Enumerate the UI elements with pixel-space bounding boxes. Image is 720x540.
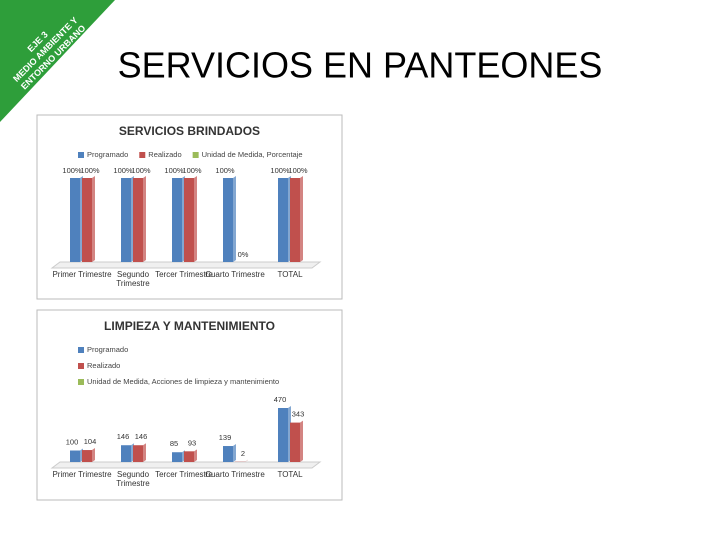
data-label: 0% — [238, 250, 249, 259]
data-label: 100% — [215, 166, 235, 175]
data-label: 100% — [182, 166, 202, 175]
bar — [70, 178, 80, 262]
bar — [133, 178, 143, 262]
x-tick-label: Cuarto Trimestre — [205, 470, 265, 479]
data-label: 343 — [292, 410, 305, 419]
x-tick-label-box: Primer Trimestre — [52, 470, 112, 479]
data-label: 100% — [164, 166, 184, 175]
bar — [290, 422, 300, 462]
banner-triangle — [0, 0, 115, 122]
x-tick-label-box: Segundo Trimestre — [116, 270, 150, 288]
bar — [172, 178, 182, 262]
bar-side — [92, 176, 95, 262]
x-tick-label: Tercer Trimestre — [155, 270, 213, 279]
data-label: 85 — [170, 439, 178, 448]
data-label: 100% — [80, 166, 100, 175]
x-tick-label: TOTAL — [277, 470, 303, 479]
bar — [121, 445, 131, 462]
bar-side — [233, 444, 236, 462]
page-title: SERVICIOS EN PANTEONES — [118, 45, 603, 86]
legend-label: Unidad de Medida, Acciones de limpieza y… — [87, 377, 279, 386]
floor — [50, 261, 322, 269]
x-tick-label: Segundo Trimestre — [116, 270, 150, 288]
bar-side — [143, 443, 146, 462]
bar — [223, 446, 233, 462]
data-label: 100% — [131, 166, 151, 175]
data-label: 2 — [241, 449, 245, 458]
legend-swatch — [78, 152, 84, 158]
legend-label: Realizado — [148, 150, 181, 159]
bar — [172, 452, 182, 462]
x-tick-label: Tercer Trimestre — [155, 470, 213, 479]
bar-side — [300, 420, 303, 462]
legend-swatch — [78, 379, 84, 385]
data-label: 93 — [188, 438, 196, 447]
legend-label: Unidad de Medida, Porcentaje — [202, 150, 303, 159]
bar — [70, 450, 80, 462]
data-label: 100 — [66, 437, 79, 446]
data-label: 100% — [288, 166, 308, 175]
data-label: 470 — [274, 395, 287, 404]
data-label: 104 — [84, 437, 97, 446]
bar-side — [245, 459, 248, 462]
legend-label: Realizado — [87, 361, 120, 370]
x-tick-label-box: Tercer Trimestre — [155, 470, 213, 479]
chart: LIMPIEZA Y MANTENIMIENTO Programado Realiz… — [36, 309, 343, 501]
bar-side — [194, 176, 197, 262]
bar — [82, 178, 92, 262]
legend-swatch — [139, 152, 146, 158]
x-tick-label: Cuarto Trimestre — [205, 270, 265, 279]
legend-label: Programado — [87, 150, 128, 159]
bar — [133, 445, 143, 462]
data-label: 139 — [219, 433, 232, 442]
data-label: 146 — [117, 432, 130, 441]
legend-swatch — [78, 347, 84, 353]
x-tick-label-box: Cuarto Trimestre — [205, 270, 265, 279]
x-tick-label: Primer Trimestre — [52, 470, 112, 479]
chart-title: SERVICIOS BRINDADOS — [119, 124, 260, 138]
bar-side — [143, 176, 146, 262]
x-tick-label: Primer Trimestre — [52, 270, 112, 279]
bar-side — [300, 176, 303, 262]
legend-label: Programado — [87, 345, 128, 354]
x-tick-label-box: Cuarto Trimestre — [205, 470, 265, 479]
bar-side — [194, 449, 197, 462]
bar — [184, 451, 194, 462]
chart-title: LIMPIEZA Y MANTENIMIENTO — [104, 319, 275, 333]
data-label: 100% — [270, 166, 290, 175]
data-label: 100% — [62, 166, 82, 175]
legend-swatch — [78, 363, 84, 369]
chart: SERVICIOS BRINDADOS Programado Realizado Un… — [36, 114, 343, 300]
bar-side — [233, 176, 236, 262]
x-tick-label-box: Tercer Trimestre — [155, 270, 213, 279]
bar — [278, 408, 288, 462]
bar-side — [92, 448, 95, 462]
bar — [82, 450, 92, 462]
x-tick-label-box: Primer Trimestre — [52, 270, 112, 279]
x-tick-label: Segundo Trimestre — [116, 470, 150, 488]
legend-swatch — [192, 152, 199, 158]
floor — [50, 461, 322, 469]
x-tick-label-box: Segundo Trimestre — [116, 470, 150, 488]
bar — [184, 178, 194, 262]
bar — [121, 178, 131, 262]
bar — [278, 178, 288, 262]
x-tick-label-box: TOTAL — [277, 470, 303, 479]
x-tick-label: TOTAL — [277, 270, 303, 279]
data-label: 100% — [113, 166, 133, 175]
data-label: 146 — [135, 432, 148, 441]
x-tick-label-box: TOTAL — [277, 270, 303, 279]
bar — [290, 178, 300, 262]
bar — [223, 178, 233, 262]
